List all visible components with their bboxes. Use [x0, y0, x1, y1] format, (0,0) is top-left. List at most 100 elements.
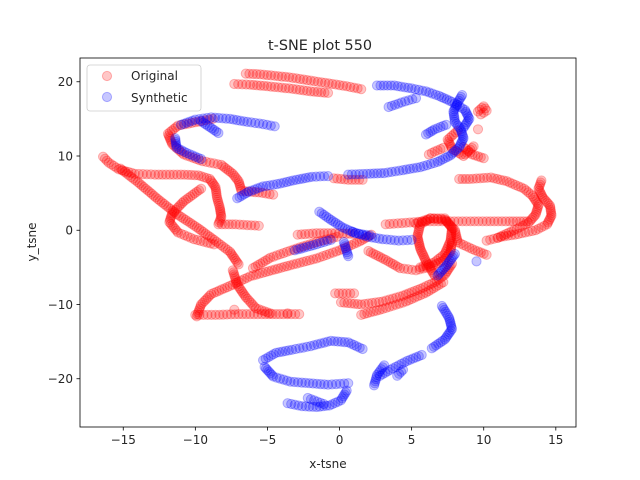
scatter-point — [399, 263, 410, 274]
scatter-point — [172, 120, 184, 131]
scatter-point — [273, 71, 284, 82]
scatter-point — [282, 398, 293, 409]
scatter-point — [311, 171, 322, 182]
scatter-point — [363, 298, 374, 309]
scatter-point — [532, 203, 543, 214]
scatter-point — [446, 254, 457, 265]
scatter-point — [341, 245, 352, 256]
scatter-point — [449, 248, 460, 260]
scatter-point — [214, 285, 225, 296]
scatter-point — [332, 173, 343, 184]
scatter-point — [333, 396, 344, 407]
scatter-point — [244, 295, 255, 306]
scatter-point — [441, 215, 452, 226]
scatter-point — [346, 169, 357, 180]
scatter-point — [446, 141, 457, 152]
scatter-point — [416, 216, 427, 227]
scatter-point — [393, 235, 404, 246]
scatter-point — [462, 110, 473, 121]
scatter-point — [176, 228, 187, 239]
scatter-point — [429, 277, 440, 288]
scatter-point — [543, 215, 555, 226]
y-tick-label: 10 — [58, 149, 73, 163]
scatter-point — [384, 218, 395, 230]
scatter-point — [265, 120, 276, 131]
scatter-point — [381, 295, 392, 306]
scatter-point — [239, 186, 250, 197]
scatter-point — [220, 162, 231, 173]
scatter-point — [342, 297, 353, 309]
scatter-point — [341, 385, 352, 396]
scatter-point — [350, 227, 361, 238]
scatter-point — [420, 216, 432, 227]
scatter-point — [501, 176, 512, 187]
scatter-point — [227, 250, 238, 261]
scatter-point — [233, 259, 244, 270]
scatter-point — [533, 223, 544, 234]
scatter-point — [406, 287, 417, 298]
scatter-point — [342, 224, 353, 235]
scatter-point — [456, 127, 467, 138]
scatter-point — [452, 143, 463, 154]
legend-marker-synthetic — [101, 91, 113, 103]
scatter-point — [443, 218, 454, 229]
scatter-point — [214, 202, 225, 214]
scatter-point — [369, 380, 380, 391]
scatter-point — [263, 309, 274, 320]
scatter-point — [394, 298, 405, 309]
scatter-point — [360, 230, 371, 241]
scatter-point — [387, 258, 398, 270]
scatter-point — [534, 181, 545, 192]
scatter-point — [508, 225, 520, 236]
scatter-point — [475, 152, 486, 163]
scatter-point — [340, 243, 351, 254]
scatter-point — [146, 188, 157, 199]
scatter-point — [481, 235, 492, 246]
scatter-point — [425, 213, 436, 224]
scatter-point — [164, 217, 175, 228]
scatter-point — [343, 337, 354, 348]
scatter-point — [106, 159, 117, 170]
scatter-point — [335, 173, 347, 185]
scatter-point — [290, 309, 301, 320]
scatter-point — [532, 201, 544, 212]
scatter-point — [286, 344, 298, 355]
scatter-point — [425, 158, 436, 170]
scatter-point — [265, 252, 276, 263]
scatter-point — [390, 361, 401, 372]
scatter-point — [472, 106, 484, 117]
scatter-point — [428, 268, 439, 279]
scatter-point — [198, 113, 209, 124]
scatter-point — [308, 238, 319, 249]
scatter-point — [338, 391, 349, 402]
scatter-point — [359, 233, 370, 244]
scatter-point — [444, 95, 455, 106]
scatter-point — [307, 401, 318, 412]
scatter-point — [456, 126, 467, 137]
scatter-point — [536, 222, 547, 233]
scatter-point — [314, 401, 325, 412]
scatter-point — [126, 171, 137, 183]
scatter-point — [451, 118, 462, 129]
scatter-point — [351, 237, 362, 248]
scatter-point — [530, 194, 541, 205]
scatter-point — [439, 262, 450, 273]
scatter-point — [339, 337, 350, 348]
scatter-point — [290, 343, 301, 355]
scatter-point — [455, 91, 467, 103]
scatter-point — [390, 260, 401, 271]
scatter-point — [371, 305, 382, 316]
scatter-point — [436, 214, 447, 225]
scatter-point — [185, 232, 196, 243]
scatter-point — [445, 233, 456, 244]
scatter-point — [443, 264, 454, 275]
scatter-point — [446, 230, 457, 241]
scatter-point — [298, 85, 309, 96]
scatter-point — [278, 309, 289, 320]
scatter-point — [385, 364, 396, 375]
scatter-point — [457, 134, 468, 146]
scatter-point — [440, 152, 451, 163]
scatter-point — [405, 354, 416, 365]
scatter-point — [339, 378, 350, 389]
scatter-point — [223, 165, 235, 176]
